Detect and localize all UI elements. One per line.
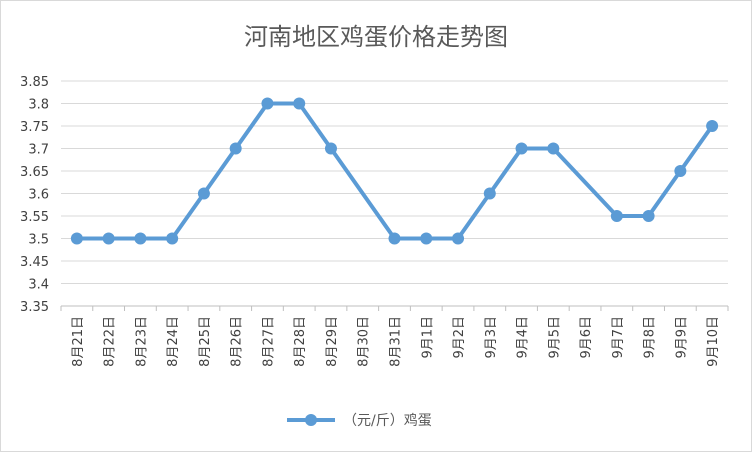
x-tick-label: 8月23日 [134,316,149,367]
grid [60,80,729,311]
data-point [515,142,528,155]
legend-label: （元/斤）鸡蛋 [343,412,432,429]
data-point [197,187,210,200]
series-group [70,97,719,245]
x-tick-label: 8月27日 [261,316,276,367]
y-tick-label: 3.35 [20,300,49,315]
data-point [102,232,115,245]
data-point [706,120,719,132]
chart-title: 河南地区鸡蛋价格走势图 [244,23,508,51]
data-point [293,97,306,110]
x-tick-label: 8月22日 [103,316,118,367]
x-axis-ticks: 8月21日 8月22日 8月23日 8月24日 8月25日 8月26日 8月27日 8月28日… [71,316,721,367]
x-tick-label: 9月1日 [420,316,435,359]
x-tick-label: 9月3日 [484,316,499,359]
x-tick-label: 8月30日 [357,316,372,367]
x-tick-label: 8月28日 [293,316,308,367]
x-tick-label: 8月24日 [166,316,181,367]
x-tick-label: 8月21日 [71,316,86,367]
data-point [229,142,242,155]
data-point [70,232,83,245]
x-tick-label: 9月5日 [547,316,562,359]
x-tick-label: 8月31日 [389,316,404,367]
y-tick-label: 3.6 [28,188,49,203]
y-tick-label: 3.5 [28,233,49,248]
data-point [134,232,147,245]
data-point [642,210,655,222]
data-point [483,187,496,200]
x-tick-label: 9月8日 [643,316,658,359]
y-tick-label: 3.85 [20,75,49,90]
data-point [452,232,465,245]
y-tick-label: 3.65 [20,165,49,180]
x-tick-label: 9月4日 [516,316,531,359]
data-point [388,232,401,245]
y-tick-label: 3.55 [20,210,49,225]
y-tick-label: 3.45 [20,255,49,270]
legend-marker-swatch [305,414,317,426]
y-tick-label: 3.8 [28,98,49,113]
x-tick-label: 9月9日 [674,316,689,359]
x-tick-label: 9月7日 [611,316,626,359]
data-point [324,142,337,155]
y-tick-label: 3.7 [28,143,49,158]
data-point [166,232,179,245]
data-point [261,97,274,110]
y-tick-label: 3.4 [28,278,49,293]
data-point [420,232,433,245]
x-tick-label: 8月25日 [198,316,213,367]
x-tick-label: 8月26日 [230,316,245,367]
y-tick-label: 3.75 [20,120,49,135]
data-point [674,165,687,177]
data-point [547,142,560,155]
x-tick-label: 9月2日 [452,316,467,359]
x-tick-label: 8月29日 [325,316,340,367]
data-point [610,210,623,222]
x-tick-label: 9月10日 [706,316,721,367]
y-axis-ticks: 3.35 3.4 3.45 3.5 3.55 3.6 3.65 3.7 3.75 3.8 3.85 [20,75,49,315]
x-tick-label: 9月6日 [579,316,594,359]
legend: （元/斤）鸡蛋 [287,412,432,429]
